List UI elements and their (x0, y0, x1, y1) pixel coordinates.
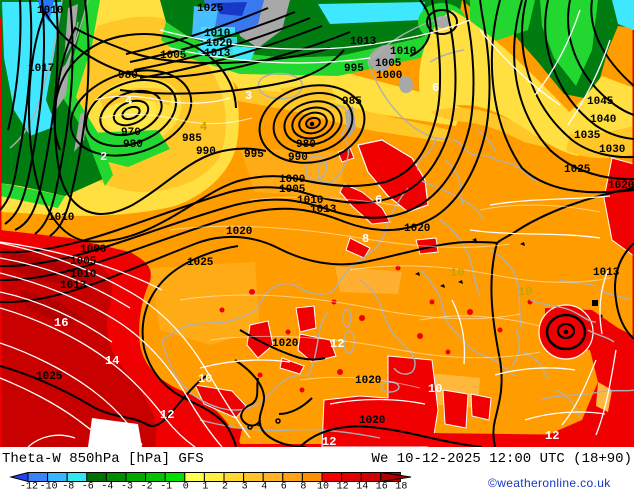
svg-text:14: 14 (356, 482, 368, 490)
svg-text:6: 6 (375, 193, 382, 207)
svg-text:18: 18 (395, 482, 407, 490)
svg-text:16: 16 (376, 482, 388, 490)
svg-text:1010: 1010 (70, 269, 96, 281)
svg-text:1030: 1030 (599, 144, 625, 156)
svg-text:4: 4 (261, 482, 267, 490)
svg-text:1005: 1005 (70, 256, 97, 268)
svg-text:12: 12 (337, 482, 349, 490)
svg-text:985: 985 (342, 96, 362, 108)
svg-text:1000: 1000 (279, 174, 305, 186)
svg-text:14: 14 (112, 431, 126, 445)
svg-text:1013: 1013 (310, 204, 337, 216)
svg-text:0: 0 (183, 482, 189, 490)
svg-text:3: 3 (245, 89, 252, 103)
svg-text:1020: 1020 (355, 375, 381, 387)
svg-text:-12: -12 (20, 482, 38, 490)
svg-text:995: 995 (244, 149, 264, 161)
svg-text:-10: -10 (40, 482, 58, 490)
svg-text:1020: 1020 (226, 226, 252, 238)
svg-text:1013: 1013 (593, 267, 620, 279)
svg-text:10: 10 (317, 482, 329, 490)
svg-text:-2: -2 (141, 482, 153, 490)
svg-text:1005: 1005 (160, 50, 187, 62)
svg-text:1020: 1020 (272, 338, 298, 350)
svg-text:1035: 1035 (574, 130, 601, 142)
svg-text:1045: 1045 (587, 96, 614, 108)
svg-text:10: 10 (518, 285, 532, 299)
svg-text:1040: 1040 (590, 114, 616, 126)
svg-text:2: 2 (100, 150, 107, 164)
svg-text:970: 970 (121, 127, 141, 139)
svg-text:-8: -8 (62, 482, 74, 490)
svg-text:10: 10 (428, 382, 442, 396)
svg-text:980: 980 (118, 70, 138, 82)
svg-text:12: 12 (160, 408, 174, 422)
svg-text:1020: 1020 (404, 223, 430, 235)
svg-text:-3: -3 (121, 482, 133, 490)
svg-text:1020: 1020 (359, 415, 385, 427)
svg-text:980: 980 (123, 139, 143, 151)
svg-text:8: 8 (300, 482, 306, 490)
svg-text:12: 12 (330, 337, 344, 351)
svg-text:1020: 1020 (608, 180, 634, 192)
svg-text:980: 980 (296, 139, 316, 151)
svg-text:1025: 1025 (564, 164, 591, 176)
svg-text:-4: -4 (101, 482, 113, 490)
svg-text:1013: 1013 (350, 36, 377, 48)
svg-text:1010: 1010 (204, 28, 230, 40)
svg-text:1005: 1005 (375, 58, 402, 70)
svg-text:1013: 1013 (204, 48, 231, 60)
svg-text:1020: 1020 (206, 38, 232, 50)
svg-text:1025: 1025 (197, 3, 224, 15)
svg-text:-1: -1 (160, 482, 172, 490)
svg-text:1010: 1010 (297, 195, 323, 207)
svg-text:990: 990 (196, 146, 216, 158)
svg-text:2: 2 (222, 482, 228, 490)
svg-text:995: 995 (344, 63, 364, 75)
svg-text:1005: 1005 (279, 184, 306, 196)
svg-text:4: 4 (125, 94, 132, 108)
svg-text:6: 6 (281, 482, 287, 490)
svg-text:4: 4 (200, 120, 207, 134)
svg-text:1013: 1013 (60, 280, 87, 292)
svg-text:16: 16 (54, 316, 68, 330)
svg-text:1000: 1000 (80, 244, 106, 256)
svg-text:10: 10 (450, 266, 464, 280)
svg-text:8: 8 (362, 232, 369, 246)
svg-text:1017: 1017 (28, 63, 54, 75)
svg-text:1: 1 (202, 482, 208, 490)
svg-text:990: 990 (288, 152, 308, 164)
svg-text:12: 12 (545, 429, 559, 443)
svg-text:1010: 1010 (390, 46, 416, 58)
svg-text:12: 12 (322, 435, 336, 447)
svg-text:1010: 1010 (37, 5, 63, 17)
svg-text:1025: 1025 (36, 371, 63, 383)
svg-text:1000: 1000 (376, 70, 402, 82)
svg-text:1025: 1025 (187, 257, 214, 269)
svg-text:985: 985 (182, 133, 202, 145)
svg-text:6: 6 (432, 81, 439, 95)
svg-text:10: 10 (198, 372, 212, 386)
svg-text:1010: 1010 (48, 212, 74, 224)
svg-text:14: 14 (105, 354, 119, 368)
svg-text:3: 3 (242, 482, 248, 490)
svg-text:-6: -6 (82, 482, 94, 490)
